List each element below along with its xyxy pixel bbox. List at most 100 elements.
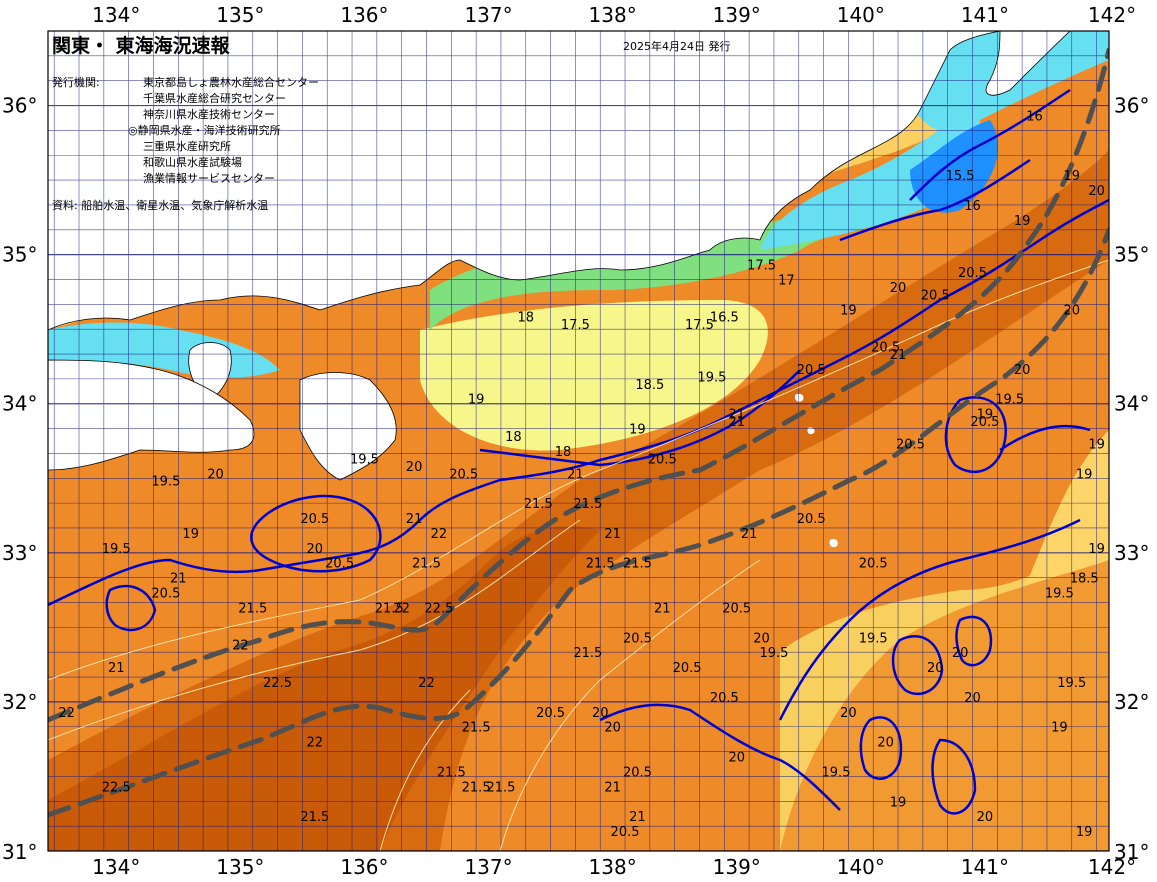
isotherm-label: 22.5 — [102, 780, 131, 795]
isotherm-20-north-loop — [105, 584, 157, 632]
isotherm-17-coast — [839, 158, 1031, 242]
kuroshio-inner-axis — [48, 47, 1109, 723]
isotherm-label: 21.5 — [623, 557, 652, 572]
zone-17-coast — [760, 100, 980, 250]
isotherm-label: 21 — [728, 408, 745, 423]
isotherm-20-south — [599, 703, 841, 811]
isotherm-label: 18.5 — [635, 378, 664, 393]
agency-item: 和歌山県水産試験場 — [143, 155, 242, 169]
isotherm-label: 20.5 — [859, 557, 888, 572]
isotherm-label: 17 — [778, 273, 795, 288]
zone-20 — [780, 560, 1109, 851]
isotherm-label: 21 — [604, 527, 621, 542]
latitude-label-left: 33° — [2, 541, 37, 565]
isotherm-label: 21.5 — [238, 601, 267, 616]
isotherm-20-offshore — [778, 518, 1081, 721]
isotherm-label: 19 — [1051, 721, 1068, 736]
agency-item: 千葉県水産総合研究センター — [143, 91, 286, 105]
agency-list: 東京都島しょ農林水産総合センター千葉県水産総合研究センター神奈川県水産技術センタ… — [128, 75, 319, 185]
isotherm-label: 19.5 — [151, 475, 180, 490]
longitude-label-bottom: 134° — [92, 855, 140, 879]
isotherm-label: 21.5 — [573, 497, 602, 512]
isotherm-label: 21.5 — [375, 601, 404, 616]
isotherm-label: 19.5 — [859, 631, 888, 646]
light-isotherm-2 — [48, 519, 581, 741]
land-izu-island-2 — [807, 427, 815, 435]
isotherm-label: 19.5 — [697, 370, 726, 385]
map-title: 関東・ 東海海況速報 — [52, 34, 231, 57]
isotherm-label: 18 — [517, 311, 534, 326]
isotherm-label: 20.5 — [797, 363, 826, 378]
longitude-label-bottom: 139° — [713, 855, 761, 879]
isotherm-lines — [48, 88, 1109, 815]
zone-16-bay — [910, 120, 999, 213]
longitude-label-top: 142° — [1088, 3, 1136, 27]
isotherm-label: 22.5 — [263, 676, 292, 691]
isotherm-label: 19 — [1088, 542, 1105, 557]
isotherm-label: 20 — [927, 661, 944, 676]
isotherm-20-island-loop3 — [859, 716, 903, 780]
isotherm-label: 20.5 — [449, 467, 478, 482]
isotherm-label: 20.5 — [710, 691, 739, 706]
isotherm-label: 21.5 — [486, 780, 515, 795]
land-izu-island-3 — [829, 538, 838, 548]
isotherm-label: 20 — [728, 751, 745, 766]
isotherm-label: 21.5 — [437, 765, 466, 780]
land-boso — [985, 31, 1071, 96]
isotherm-label: 19 — [468, 393, 485, 408]
isotherm-label: 21 — [741, 527, 758, 542]
isotherm-label: 19.5 — [995, 393, 1024, 408]
isotherm-label: 19 — [629, 423, 646, 438]
land-shikoku — [48, 359, 255, 471]
isotherm-label: 21.5 — [524, 497, 553, 512]
isotherm-label: 19 — [890, 795, 907, 810]
map-area: 18 17.5 17.516.517.51718.51818191919.51920… — [48, 31, 1109, 851]
isotherm-label: 19 — [1088, 437, 1105, 452]
isotherm-label: 22 — [431, 527, 448, 542]
latitude-label-left: 34° — [2, 392, 37, 416]
isotherm-label: 19 — [1076, 825, 1093, 840]
isotherm-label: 21 — [629, 810, 646, 825]
light-isotherm-1 — [48, 259, 1109, 681]
isotherm-label: 20.5 — [300, 512, 329, 527]
agency-item: 三重県水産研究所 — [143, 139, 231, 153]
isotherm-label: 20.5 — [722, 601, 751, 616]
isotherm-label: 20 — [877, 736, 894, 751]
isotherm-label: 17.5 — [747, 259, 776, 274]
graticule — [48, 31, 1109, 851]
isotherm-label: 19 — [1063, 169, 1080, 184]
isotherm-label: 20.5 — [648, 452, 677, 467]
longitude-label-bottom: 137° — [464, 855, 512, 879]
isotherm-label: 21.5 — [462, 780, 491, 795]
isotherm-label: 16 — [964, 199, 981, 214]
isotherm-label: 20.5 — [896, 437, 925, 452]
latitude-label-left: 36° — [2, 94, 37, 118]
isotherm-label: 21.5 — [300, 810, 329, 825]
isotherm-label: 20.5 — [921, 288, 950, 303]
longitude-label-top: 138° — [589, 3, 637, 27]
agencies-label: 発行機関: — [52, 75, 100, 89]
isotherm-label: 20.5 — [611, 825, 640, 840]
kuroshio-axis — [48, 47, 1109, 818]
longitude-label-top: 136° — [340, 3, 388, 27]
land-izu-island — [794, 393, 804, 402]
isotherm-19-east — [999, 424, 1091, 452]
isotherm-label: 18 — [555, 445, 572, 460]
isotherm-label: 19 — [977, 408, 994, 423]
isotherm-label: 22 — [418, 676, 435, 691]
isotherm-label: 20 — [977, 810, 994, 825]
latitude-label-left: 32° — [2, 690, 37, 714]
isotherm-label: 21.5 — [586, 557, 615, 572]
agency-item: 神奈川県水産技術センター — [143, 107, 275, 121]
isotherm-label: 20 — [890, 281, 907, 296]
isotherm-label: 20.5 — [623, 631, 652, 646]
map-frame — [47, 30, 1110, 852]
latitude-label-right: 31° — [1114, 840, 1149, 864]
isotherm-label: 19.5 — [350, 452, 379, 467]
light-isotherms — [48, 259, 1109, 851]
isotherm-label: 19 — [1014, 214, 1031, 229]
isotherm-label: 19.5 — [1057, 676, 1086, 691]
light-isotherm-4 — [379, 689, 471, 851]
isotherm-20-island-loop — [891, 635, 944, 696]
isotherm-label: 21 — [170, 572, 187, 587]
